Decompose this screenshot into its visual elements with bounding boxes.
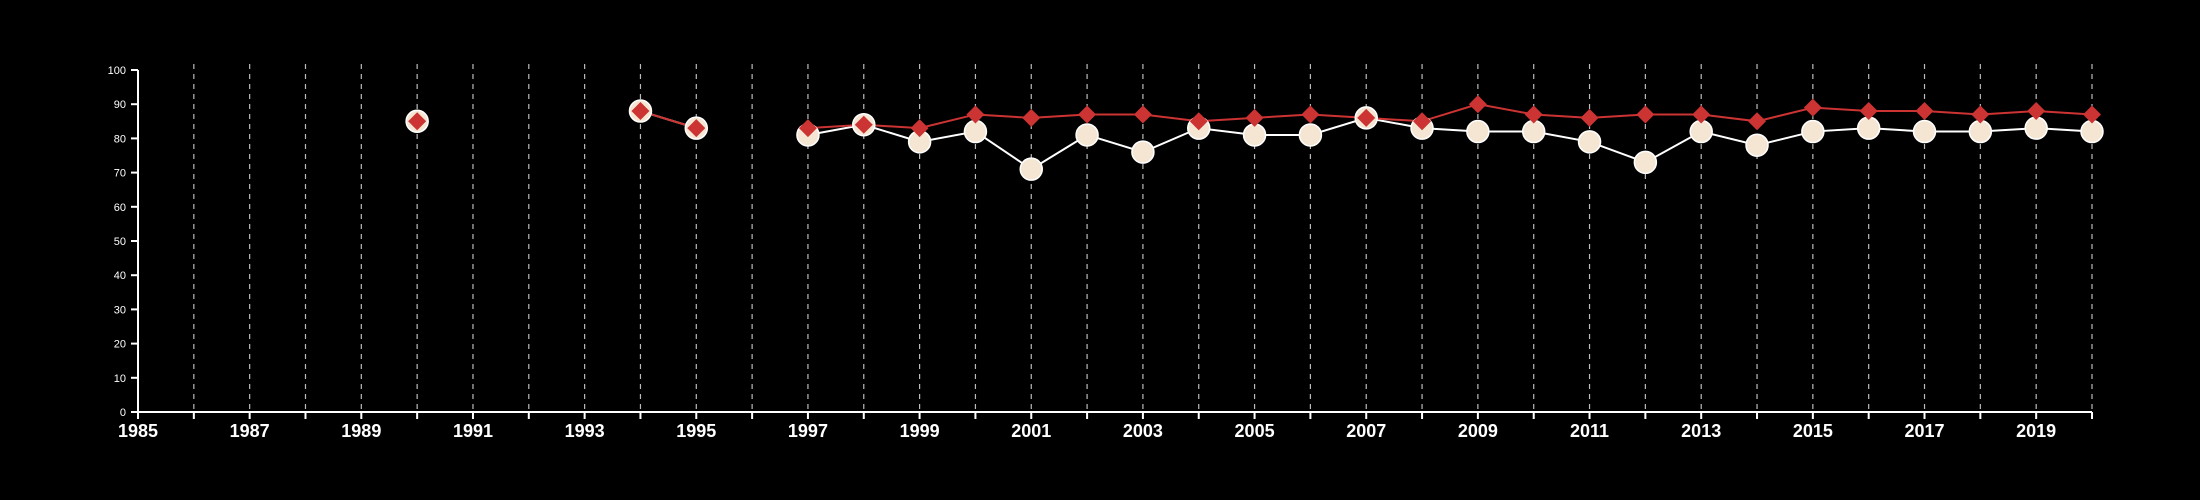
y-tick-label: 100: [108, 65, 126, 77]
x-tick-label: 1989: [341, 421, 381, 441]
axes: 1985 1987 1989 1991 1993 1995 1997 1999 2001 2003…: [108, 65, 2093, 441]
series-2-point: [1245, 108, 1264, 127]
series-2-point: [1468, 95, 1487, 114]
series-1-point: [1521, 119, 1546, 144]
series-2-point: [1580, 108, 1599, 127]
x-tick-label: 2019: [2016, 421, 2056, 441]
series-2-point: [1078, 105, 1097, 124]
series-1-point: [2024, 116, 2048, 140]
series-2-point: [1915, 102, 1934, 121]
x-tick-label: 2001: [1011, 421, 1051, 441]
series-2-point: [1413, 112, 1432, 131]
series-1-point: [1298, 123, 1323, 147]
series-1-point: [1689, 119, 1713, 144]
series-2-point: [2027, 102, 2046, 121]
grid-lines: [193, 64, 2093, 412]
series-2-point: [1189, 112, 1208, 131]
y-tick-label: 40: [114, 270, 126, 282]
y-tick-label: 20: [114, 339, 126, 351]
series-2-line: [807, 103, 2093, 130]
series-2-point: [854, 115, 873, 134]
series-2-point: [408, 112, 427, 131]
x-tick-label: 2013: [1681, 421, 1721, 441]
x-tick-label: 1993: [565, 421, 605, 441]
x-tick-label: 1991: [453, 421, 493, 441]
x-tick-label: 1987: [230, 421, 270, 441]
series-1-point: [1075, 123, 1099, 147]
x-tick-label: 1985: [118, 421, 158, 441]
series-1-point: [2080, 119, 2104, 144]
x-tick-label: 2009: [1458, 421, 1498, 441]
series-1-point: [1633, 150, 1658, 175]
series-2-point: [1301, 105, 1320, 124]
y-tick-label: 80: [114, 133, 126, 145]
series-1-point: [963, 119, 988, 144]
series-2-point: [1022, 108, 1041, 127]
series-1-line: [807, 116, 2093, 171]
x-tick-label: 2011: [1570, 421, 1609, 441]
series-1-point: [1801, 119, 1825, 144]
series-1-point: [1745, 133, 1769, 157]
data-series: [405, 95, 2104, 181]
series-1-point: [1131, 140, 1155, 164]
y-tick-label: 30: [114, 304, 126, 316]
series-2-point: [1133, 105, 1152, 124]
series-2-point: [966, 105, 985, 124]
y-tick-label: 70: [114, 168, 126, 180]
series-2-point: [910, 119, 929, 138]
y-tick-label: 90: [114, 99, 126, 111]
x-tick-label: 2003: [1123, 421, 1163, 441]
series-2-point: [1859, 102, 1878, 121]
series-1-point: [1466, 119, 1490, 144]
series-2-point: [1971, 105, 1990, 124]
series-2-point: [798, 119, 817, 138]
series-2-point: [1636, 105, 1655, 124]
series-1-point: [1577, 130, 1602, 154]
x-tick-label: 2017: [1904, 421, 1944, 441]
series-2-point: [1524, 105, 1543, 124]
x-tick-label: 2015: [1793, 421, 1833, 441]
y-tick-label: 10: [114, 373, 126, 385]
series-2-point: [1748, 112, 1767, 131]
y-tick-label: 0: [120, 407, 126, 419]
series-1-point: [1019, 157, 1044, 181]
series-2-point: [1357, 108, 1376, 127]
series-2-point: [687, 119, 706, 138]
x-tick-label: 2005: [1235, 421, 1275, 441]
y-tick-label: 50: [114, 236, 126, 248]
series-2-point: [631, 102, 650, 121]
series-2-point: [2083, 105, 2101, 124]
x-tick-label: 1995: [676, 421, 716, 441]
x-tick-label: 1999: [900, 421, 940, 441]
series-1-point: [1856, 116, 1881, 140]
series-1-point: [1912, 119, 1937, 144]
x-tick-label: 1997: [788, 421, 828, 441]
series-1-point: [1968, 119, 1993, 144]
series-1-point: [1242, 123, 1267, 147]
series-2-point: [1803, 98, 1822, 117]
x-tick-label: 2007: [1346, 421, 1386, 441]
series-2-point: [1692, 105, 1711, 124]
y-tick-label: 60: [114, 202, 126, 214]
